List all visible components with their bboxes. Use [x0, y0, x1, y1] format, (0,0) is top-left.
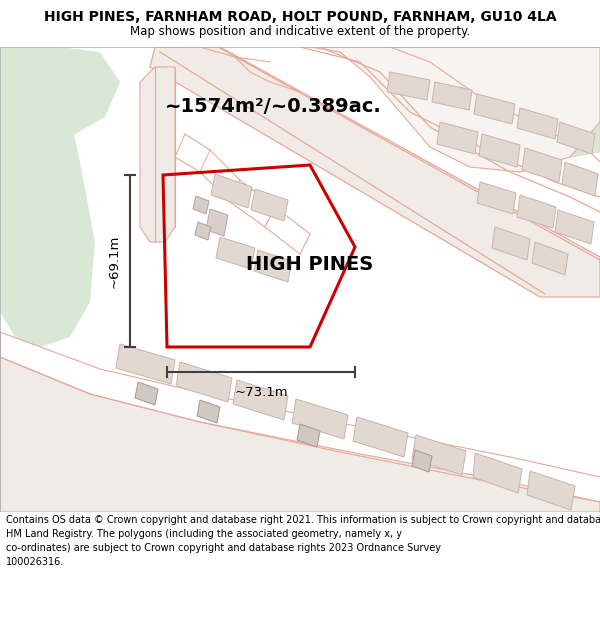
Polygon shape [135, 382, 158, 405]
Polygon shape [197, 400, 220, 423]
Polygon shape [297, 424, 320, 447]
Polygon shape [557, 122, 595, 154]
Polygon shape [517, 108, 558, 139]
Polygon shape [0, 47, 120, 142]
Polygon shape [233, 380, 288, 420]
Polygon shape [251, 189, 288, 221]
Polygon shape [412, 435, 466, 475]
Polygon shape [254, 250, 292, 282]
Polygon shape [390, 47, 600, 157]
Polygon shape [492, 227, 530, 260]
Text: HIGH PINES: HIGH PINES [247, 254, 374, 274]
Polygon shape [517, 195, 556, 228]
Polygon shape [310, 47, 600, 172]
Polygon shape [412, 450, 432, 472]
Polygon shape [353, 417, 408, 457]
Text: ~69.1m: ~69.1m [108, 234, 121, 288]
Polygon shape [477, 182, 516, 214]
Polygon shape [473, 453, 522, 493]
Polygon shape [140, 67, 175, 242]
Polygon shape [150, 47, 600, 297]
Polygon shape [387, 72, 430, 100]
Polygon shape [211, 174, 252, 208]
Text: ~73.1m: ~73.1m [234, 386, 288, 399]
Polygon shape [176, 362, 232, 402]
Polygon shape [555, 210, 594, 244]
Polygon shape [216, 237, 255, 269]
Polygon shape [474, 94, 515, 124]
Polygon shape [522, 148, 562, 182]
Polygon shape [562, 162, 598, 196]
Polygon shape [532, 242, 568, 275]
Polygon shape [0, 47, 95, 347]
Polygon shape [437, 122, 478, 154]
Text: Contains OS data © Crown copyright and database right 2021. This information is : Contains OS data © Crown copyright and d… [6, 516, 600, 568]
Polygon shape [527, 471, 575, 510]
Polygon shape [292, 399, 348, 439]
Polygon shape [479, 134, 520, 167]
Text: Map shows position and indicative extent of the property.: Map shows position and indicative extent… [130, 24, 470, 38]
Polygon shape [116, 344, 175, 384]
Polygon shape [195, 222, 211, 240]
Polygon shape [0, 332, 600, 512]
Polygon shape [206, 209, 228, 236]
Polygon shape [193, 196, 209, 214]
Text: ~1574m²/~0.389ac.: ~1574m²/~0.389ac. [165, 98, 382, 116]
Polygon shape [432, 82, 472, 110]
Text: HIGH PINES, FARNHAM ROAD, HOLT POUND, FARNHAM, GU10 4LA: HIGH PINES, FARNHAM ROAD, HOLT POUND, FA… [44, 11, 556, 24]
